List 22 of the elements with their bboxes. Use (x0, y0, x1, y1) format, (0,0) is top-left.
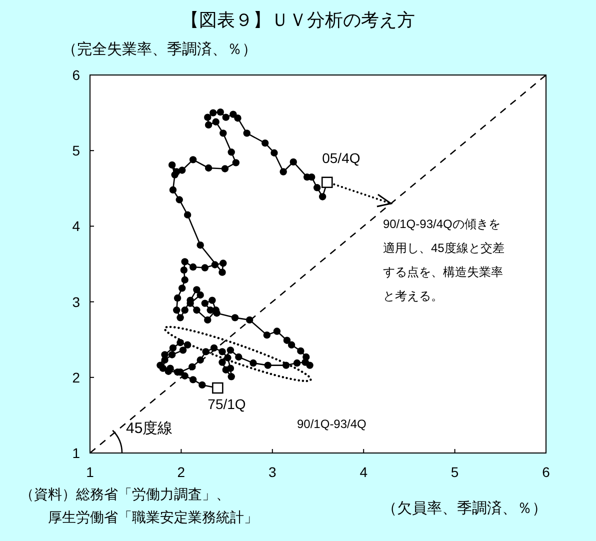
annotation: 90/1Q-93/4Q (297, 417, 366, 431)
x-tick-label: 5 (450, 464, 459, 480)
annotation: 90/1Q-93/4Qの傾きを適用し、45度線と交差する点を、構造失業率と考える。 (382, 216, 506, 305)
annotation: 05/4Q (322, 150, 360, 166)
annotation: 75/1Q (208, 396, 246, 412)
y-tick-label: 2 (72, 369, 80, 386)
y-tick-label: 1 (72, 445, 80, 461)
text: （資料）総務省「労働力調査」、 (20, 486, 230, 504)
text: 厚生労働省「職業安定業務統計」 (48, 509, 258, 527)
x-tick-label: 6 (542, 464, 550, 480)
y-tick-label: 4 (72, 218, 80, 234)
y-tick-label: 5 (72, 142, 80, 159)
annotation: 45度線 (126, 419, 173, 438)
x-axis-title: （欠員率、季調済、％） (382, 499, 547, 518)
x-tick-label: 1 (86, 464, 94, 480)
x-tick-label: 4 (360, 464, 368, 480)
y-tick-label: 3 (72, 294, 80, 310)
y-tick-label: 6 (72, 67, 80, 83)
chart-title: 【図表９】ＵＶ分析の考え方 (180, 9, 416, 32)
y-axis-title: （完全失業率、季調済、％） (62, 40, 257, 59)
x-tick-label: 3 (268, 464, 276, 480)
x-tick-label: 2 (177, 464, 186, 480)
